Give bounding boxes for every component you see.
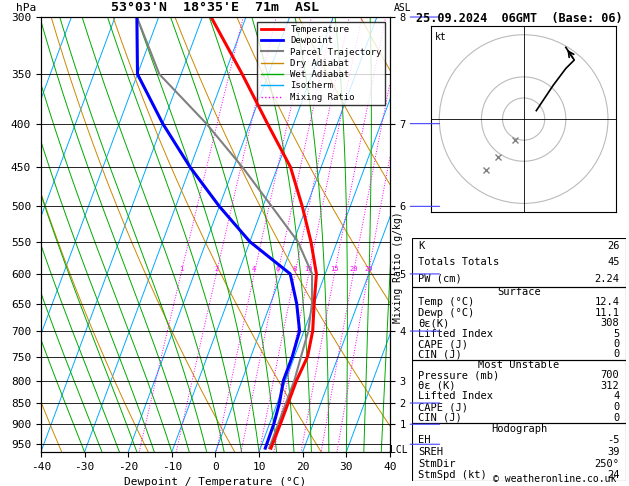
Text: 11.1: 11.1 — [594, 308, 620, 318]
Text: Temp (°C): Temp (°C) — [418, 297, 475, 307]
Text: 6: 6 — [276, 266, 280, 272]
Text: PW (cm): PW (cm) — [418, 274, 462, 284]
Text: Hodograph: Hodograph — [491, 424, 547, 434]
Text: 0: 0 — [613, 413, 620, 422]
Text: Dewp (°C): Dewp (°C) — [418, 308, 475, 318]
Text: LCL: LCL — [390, 445, 408, 455]
Text: 24: 24 — [607, 470, 620, 480]
Text: km
ASL: km ASL — [394, 0, 411, 13]
Text: Lifted Index: Lifted Index — [418, 329, 493, 339]
Text: 0: 0 — [613, 339, 620, 349]
Text: θε(K): θε(K) — [418, 318, 450, 328]
Bar — [412, 423, 626, 481]
Text: 20: 20 — [349, 266, 357, 272]
Text: Totals Totals: Totals Totals — [418, 258, 499, 267]
Text: 2.24: 2.24 — [594, 274, 620, 284]
Text: 5: 5 — [613, 329, 620, 339]
Text: Lifted Index: Lifted Index — [418, 392, 493, 401]
Text: CIN (J): CIN (J) — [418, 413, 462, 422]
Text: Most Unstable: Most Unstable — [478, 360, 560, 370]
Text: kt: kt — [435, 32, 447, 42]
Text: CAPE (J): CAPE (J) — [418, 339, 469, 349]
Text: 2: 2 — [214, 266, 218, 272]
Text: StmDir: StmDir — [418, 459, 456, 469]
Text: CAPE (J): CAPE (J) — [418, 402, 469, 412]
Text: SREH: SREH — [418, 447, 443, 457]
Text: 0: 0 — [613, 402, 620, 412]
Text: 8: 8 — [293, 266, 297, 272]
Text: 12.4: 12.4 — [594, 297, 620, 307]
Text: θε (K): θε (K) — [418, 381, 456, 391]
Text: Surface: Surface — [497, 287, 541, 297]
Text: 15: 15 — [330, 266, 338, 272]
Text: © weatheronline.co.uk: © weatheronline.co.uk — [493, 473, 616, 484]
Text: 25.09.2024  06GMT  (Base: 06): 25.09.2024 06GMT (Base: 06) — [416, 12, 623, 25]
Bar — [412, 287, 626, 360]
Text: EH: EH — [418, 435, 431, 445]
Text: 700: 700 — [601, 370, 620, 381]
X-axis label: Dewpoint / Temperature (°C): Dewpoint / Temperature (°C) — [125, 477, 306, 486]
Text: 10: 10 — [304, 266, 313, 272]
Text: hPa: hPa — [16, 2, 36, 13]
Text: 0: 0 — [613, 349, 620, 360]
Bar — [412, 360, 626, 423]
Text: StmSpd (kt): StmSpd (kt) — [418, 470, 487, 480]
Text: 39: 39 — [607, 447, 620, 457]
Text: CIN (J): CIN (J) — [418, 349, 462, 360]
Text: 4: 4 — [613, 392, 620, 401]
Text: -5: -5 — [607, 435, 620, 445]
Text: 312: 312 — [601, 381, 620, 391]
Text: K: K — [418, 241, 425, 251]
Text: 4: 4 — [252, 266, 257, 272]
Text: 26: 26 — [607, 241, 620, 251]
Text: 1: 1 — [179, 266, 183, 272]
Text: Pressure (mb): Pressure (mb) — [418, 370, 499, 381]
Text: Mixing Ratio (g/kg): Mixing Ratio (g/kg) — [393, 211, 403, 323]
Text: 45: 45 — [607, 258, 620, 267]
Legend: Temperature, Dewpoint, Parcel Trajectory, Dry Adiabat, Wet Adiabat, Isotherm, Mi: Temperature, Dewpoint, Parcel Trajectory… — [257, 21, 386, 105]
Text: 250°: 250° — [594, 459, 620, 469]
Text: 25: 25 — [364, 266, 372, 272]
Title: 53°03'N  18°35'E  71m  ASL: 53°03'N 18°35'E 71m ASL — [111, 1, 320, 15]
Bar — [412, 238, 626, 287]
Text: 308: 308 — [601, 318, 620, 328]
